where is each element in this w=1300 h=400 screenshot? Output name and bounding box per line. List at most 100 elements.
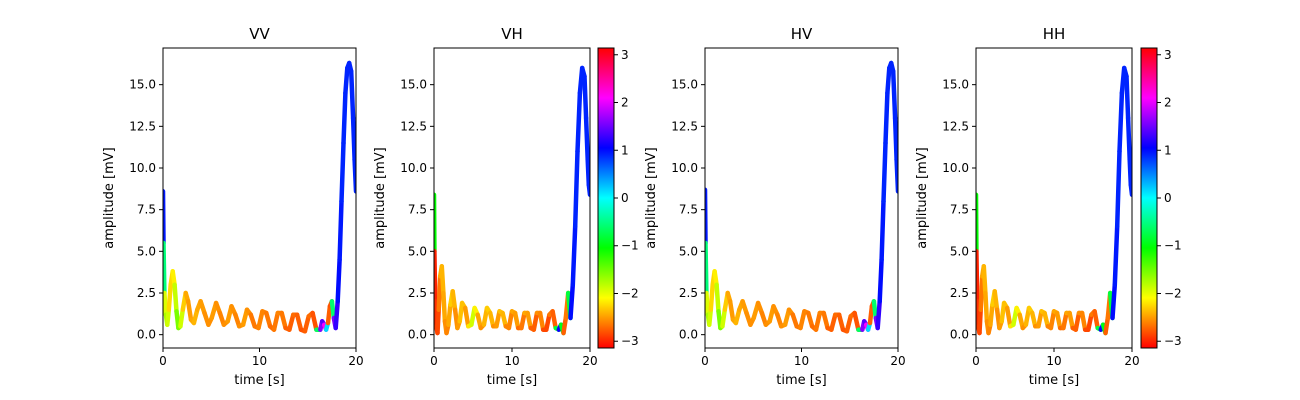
line-segment	[1079, 310, 1088, 332]
y-axis-label: amplitude [mV]	[102, 147, 117, 249]
y-tick-label: 0.0	[950, 328, 969, 342]
y-axis-label: amplitude [mV]	[373, 147, 388, 249]
line-segment	[1004, 305, 1013, 329]
y-tick-label: 15.0	[671, 78, 698, 92]
line-segment	[572, 149, 580, 229]
colorbar-tick-label: 0	[621, 191, 629, 205]
colorbar-tick-label: −1	[621, 239, 639, 253]
line-segment	[487, 310, 496, 329]
line-segment	[829, 312, 838, 332]
line-segment	[716, 309, 723, 331]
line-segment	[170, 269, 177, 287]
line-segment	[844, 314, 853, 334]
line-segment	[271, 310, 281, 332]
subplot-hv: HV 0 10 20 0.0 2.5 5.0 7.5 10.0 12.5 15.0 time [s] a…	[644, 25, 906, 388]
y-tick-label: 7.5	[408, 203, 427, 217]
y-tick-label: 12.5	[671, 119, 698, 133]
line-segment	[705, 290, 711, 317]
colorbar-tick-label: 3	[1164, 48, 1172, 62]
data-line	[976, 65, 1132, 336]
colorbar-tick-label: 2	[621, 96, 629, 110]
y-tick-label: 2.5	[408, 286, 427, 300]
line-segment	[877, 257, 884, 304]
y-tick-label: 7.5	[137, 203, 156, 217]
line-segment	[583, 115, 590, 162]
line-segment	[708, 282, 715, 312]
line-segment	[348, 69, 356, 121]
line-segment	[879, 199, 886, 262]
x-tick-label: 0	[972, 354, 980, 368]
line-segment	[712, 269, 719, 287]
y-tick-label: 10.0	[671, 161, 698, 175]
line-segment	[506, 309, 515, 331]
y-tick-label: 10.0	[942, 161, 969, 175]
x-tick-label: 0	[159, 354, 167, 368]
line-segment	[450, 289, 458, 312]
line-segment	[1061, 310, 1069, 331]
line-segment	[1073, 310, 1082, 332]
line-segment	[302, 314, 311, 334]
line-segment	[174, 309, 181, 331]
x-axis-label: time [s]	[1029, 373, 1079, 388]
line-segment	[337, 199, 344, 262]
line-segment	[335, 257, 342, 304]
line-segment	[1054, 310, 1063, 331]
line-segment	[1103, 315, 1111, 336]
subplot-title: HV	[791, 25, 813, 43]
line-segment	[977, 307, 983, 336]
y-tick-label: 15.0	[942, 78, 969, 92]
line-segment	[310, 310, 319, 332]
line-segment	[585, 157, 590, 187]
y-tick-label: 15.0	[400, 78, 427, 92]
x-tick-label: 10	[1046, 354, 1061, 368]
line-segment	[325, 304, 333, 326]
line-segment	[462, 305, 471, 329]
y-tick-label: 2.5	[679, 286, 698, 300]
line-segment	[343, 65, 350, 96]
colorbar-tick-label: −2	[621, 286, 639, 300]
line-segment	[561, 315, 569, 336]
line-segment	[885, 65, 892, 96]
colorbar-gradient	[597, 47, 615, 349]
data-line	[163, 60, 356, 334]
line-segment	[852, 310, 861, 332]
x-tick-label: 20	[1124, 354, 1139, 368]
y-tick-label: 12.5	[129, 119, 156, 133]
line-segment	[892, 115, 898, 162]
line-segment	[798, 309, 807, 331]
line-segment	[537, 310, 546, 332]
x-tick-label: 0	[701, 354, 709, 368]
line-segment	[1124, 74, 1131, 121]
colorbar-tick-label: −2	[1164, 286, 1182, 300]
line-segment	[871, 299, 879, 321]
line-segment	[163, 290, 169, 317]
colorbar-tick-label: 0	[1164, 191, 1172, 205]
subplot-title: HH	[1043, 25, 1066, 43]
line-segment	[582, 74, 589, 121]
line-segment	[983, 290, 990, 324]
line-segment	[287, 312, 296, 332]
subplot-title: VV	[249, 25, 270, 43]
line-segment	[890, 69, 898, 121]
y-tick-label: 12.5	[942, 119, 969, 133]
line-segment	[1067, 310, 1075, 331]
y-tick-label: 12.5	[400, 119, 427, 133]
x-tick-label: 10	[252, 354, 267, 368]
line-segment	[568, 282, 576, 321]
line-segment	[256, 309, 265, 331]
colorbar-tick-label: 1	[621, 143, 629, 157]
line-segment	[1110, 282, 1118, 321]
line-segment	[836, 312, 846, 332]
line-segment	[720, 307, 728, 329]
line-segment	[163, 240, 167, 296]
line-segment	[494, 309, 502, 329]
x-axis-label: time [s]	[234, 373, 284, 388]
x-tick-label: 20	[890, 354, 905, 368]
line-segment	[867, 304, 875, 326]
line-segment	[333, 299, 340, 331]
y-tick-label: 10.0	[129, 161, 156, 175]
colorbar-tick-label: 2	[1164, 96, 1172, 110]
y-tick-label: 5.0	[679, 244, 698, 258]
line-segment	[544, 312, 552, 332]
